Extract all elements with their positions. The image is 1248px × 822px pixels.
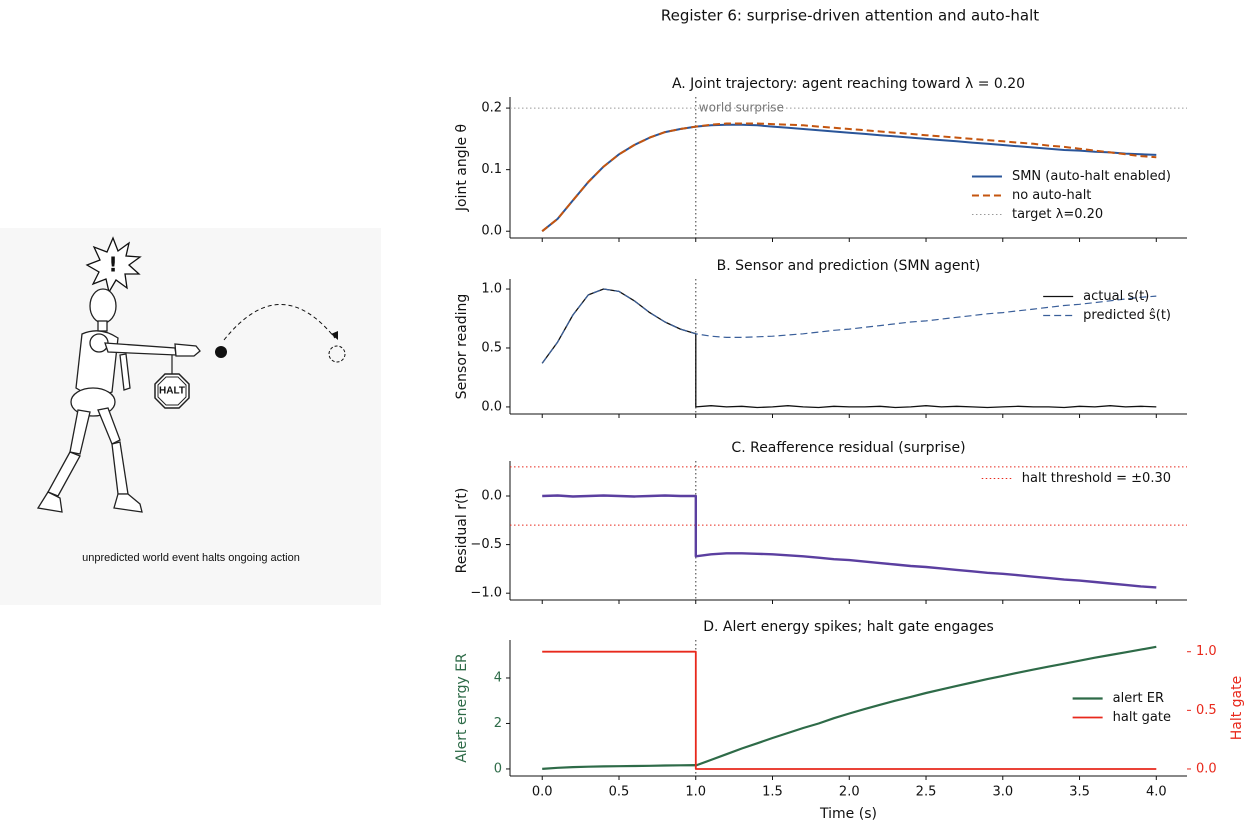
x-tick-label: 3.0 bbox=[992, 785, 1013, 800]
x-tick-label: 1.5 bbox=[762, 785, 783, 800]
alert-mark: ! bbox=[108, 253, 117, 277]
y2-tick-label: 1.0 bbox=[1196, 644, 1217, 659]
illustration: ! HALT unpredicted world event halts ong… bbox=[0, 228, 381, 605]
y-tick-label: 0.2 bbox=[481, 101, 502, 116]
illustration-caption: unpredicted world event halts ongoing ac… bbox=[82, 552, 300, 564]
y-axis-label: Alert energy ER bbox=[454, 653, 470, 763]
legend: alert ER halt gate bbox=[1072, 691, 1171, 725]
y-axis-label: Joint angle θ bbox=[454, 124, 470, 212]
y-tick-label: 4 bbox=[494, 670, 502, 685]
annotation: world surprise bbox=[699, 101, 784, 115]
x-tick-label: 3.5 bbox=[1069, 785, 1090, 800]
y2-axis-label: Halt gate bbox=[1229, 676, 1245, 741]
y-axis-label: Sensor reading bbox=[454, 294, 470, 400]
panel-title: A. Joint trajectory: agent reaching towa… bbox=[672, 76, 1025, 92]
y-tick-label: 0.0 bbox=[481, 488, 502, 503]
mannequin bbox=[36, 288, 201, 513]
legend-label: SMN (auto-halt enabled) bbox=[1012, 169, 1171, 184]
legend-label: target λ=0.20 bbox=[1012, 207, 1103, 222]
alert-burst bbox=[85, 236, 142, 294]
ghost-ball bbox=[328, 345, 346, 363]
series-line bbox=[542, 494, 1157, 589]
y-tick-label: 2 bbox=[494, 716, 502, 731]
legend: actual s(t) predicted ŝ(t) bbox=[1043, 289, 1171, 323]
y-axis-label: Residual r(t) bbox=[454, 488, 470, 574]
x-tick-label: 4.0 bbox=[1146, 785, 1167, 800]
legend: halt threshold = ±0.30 bbox=[981, 471, 1171, 486]
x-tick-label: 1.0 bbox=[685, 785, 706, 800]
x-tick-label: 0.5 bbox=[609, 785, 630, 800]
series-line bbox=[541, 122, 1157, 232]
legend-label: actual s(t) bbox=[1083, 289, 1149, 304]
panel-title: D. Alert energy spikes; halt gate engage… bbox=[703, 619, 994, 635]
suptitle: Register 6: surprise-driven attention an… bbox=[661, 7, 1039, 25]
series-line bbox=[542, 650, 1157, 770]
y-tick-label: 0.0 bbox=[481, 224, 502, 239]
legend-label: predicted ŝ(t) bbox=[1083, 308, 1171, 323]
y2-tick-label: 0.0 bbox=[1196, 761, 1217, 776]
y-tick-label: 0.5 bbox=[481, 340, 502, 355]
x-tick-label: 2.0 bbox=[839, 785, 860, 800]
x-tick-label: 2.5 bbox=[916, 785, 937, 800]
halt-sign-inner bbox=[157, 376, 187, 406]
y-tick-label: 0.1 bbox=[481, 162, 502, 177]
y-tick-label: 1.0 bbox=[481, 282, 502, 297]
halt-sign bbox=[154, 373, 190, 409]
halt-sign-text: HALT bbox=[159, 386, 185, 397]
ball bbox=[215, 346, 227, 358]
x-tick-label: 0.0 bbox=[532, 785, 553, 800]
illustration-bg bbox=[0, 228, 381, 605]
series-line bbox=[541, 288, 1157, 409]
x-axis-label: Time (s) bbox=[819, 806, 877, 822]
y-tick-label: −1.0 bbox=[470, 586, 502, 601]
panel-title: C. Reafference residual (surprise) bbox=[731, 440, 965, 456]
legend-label: no auto-halt bbox=[1012, 188, 1091, 203]
y-tick-label: 0.0 bbox=[481, 399, 502, 414]
y-tick-label: 0 bbox=[494, 761, 502, 776]
legend-label: halt threshold = ±0.30 bbox=[1022, 471, 1171, 486]
series-line bbox=[542, 645, 1157, 770]
y-tick-label: −0.5 bbox=[470, 537, 502, 552]
panel-title: B. Sensor and prediction (SMN agent) bbox=[717, 258, 981, 274]
y2-tick-label: 0.5 bbox=[1196, 703, 1217, 718]
legend-label: halt gate bbox=[1113, 710, 1171, 725]
legend: SMN (auto-halt enabled) no auto-halt targe… bbox=[971, 169, 1171, 222]
legend-label: alert ER bbox=[1113, 691, 1164, 706]
series-line bbox=[541, 288, 1157, 364]
arrow-head bbox=[331, 331, 338, 340]
